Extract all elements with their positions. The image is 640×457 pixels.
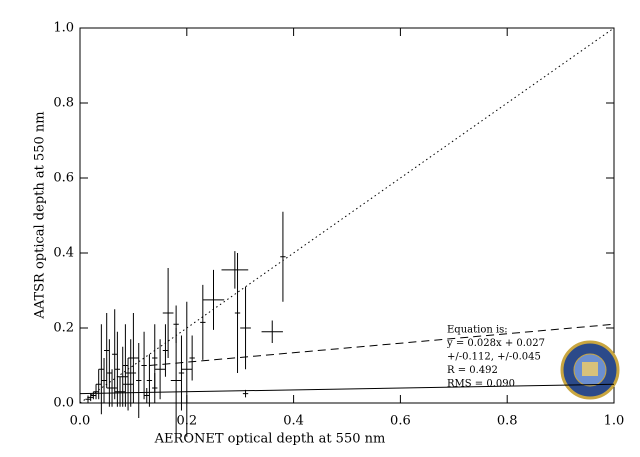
logo <box>560 340 620 400</box>
y-tick-label: 0.0 <box>53 396 74 411</box>
x-tick-label: 0.0 <box>70 414 91 429</box>
annotation: +/-0.112, +/-0.045 <box>447 352 541 363</box>
y-tick-label: 0.6 <box>53 171 74 186</box>
y-tick-label: 0.8 <box>53 96 74 111</box>
x-tick-label: 0.4 <box>283 414 304 429</box>
y-tick-label: 0.4 <box>53 246 74 261</box>
plot-frame <box>79 27 615 404</box>
fit-line <box>79 27 615 404</box>
x-tick-label: 0.6 <box>390 414 411 429</box>
y-tick-label: 1.0 <box>53 21 74 36</box>
x-tick-label: 1.0 <box>604 414 625 429</box>
x-axis-title: AERONET optical depth at 550 nm <box>154 432 386 447</box>
y-tick-label: 0.2 <box>53 321 74 336</box>
x-tick-label: 0.8 <box>497 414 518 429</box>
annotation: Equation is: <box>447 325 508 336</box>
y-axis-title: AATSR optical depth at 550 nm <box>33 111 48 319</box>
annotation: RMS = 0.090 <box>447 379 515 390</box>
annotation: y = 0.028x + 0.027 <box>446 338 545 349</box>
fit-line <box>79 383 615 395</box>
annotation: R = 0.492 <box>447 365 498 376</box>
